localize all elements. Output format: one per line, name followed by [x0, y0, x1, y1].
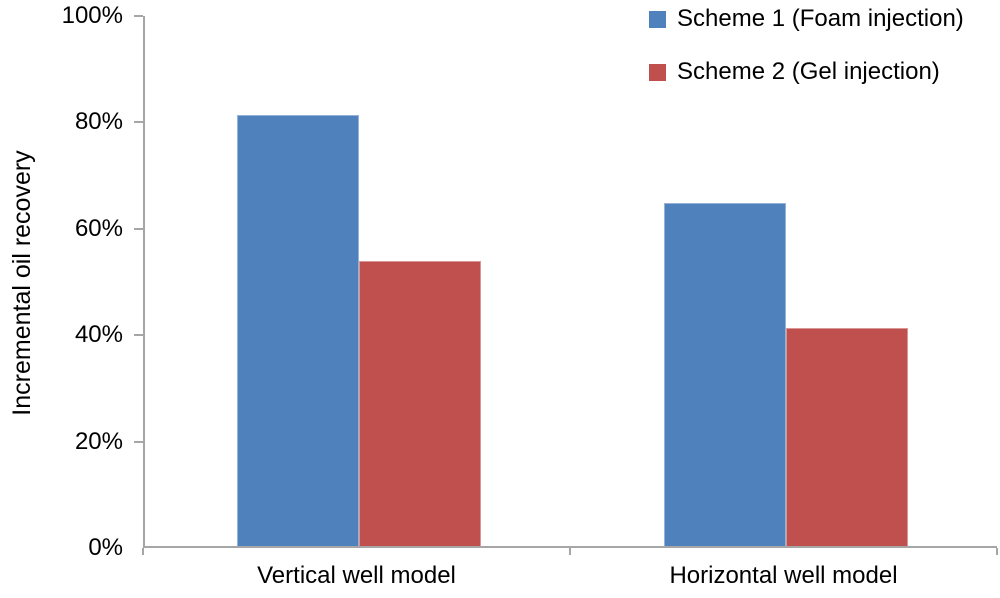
y-tick-label: 100%	[61, 2, 123, 29]
y-axis-title: Incremental oil recovery	[8, 150, 36, 416]
y-tick-mark	[134, 227, 143, 230]
bar-scheme2	[358, 261, 481, 546]
plot-area	[143, 16, 997, 548]
legend: Scheme 1 (Foam injection) Scheme 2 (Gel i…	[649, 4, 964, 110]
bar-scheme1	[663, 202, 786, 546]
y-tick-mark	[134, 440, 143, 443]
y-tick-label: 20%	[74, 427, 123, 455]
bar-scheme2	[785, 327, 908, 546]
legend-label: Scheme 1 (Foam injection)	[677, 5, 964, 32]
y-tick-mark	[134, 15, 143, 17]
y-tick-label: 40%	[74, 321, 123, 349]
y-tick-label: 0%	[88, 534, 123, 561]
x-tick-mark	[142, 548, 144, 555]
legend-swatch-icon	[649, 10, 666, 28]
legend-item-scheme1: Scheme 1 (Foam injection)	[649, 4, 964, 34]
x-category-label: Horizontal well model	[669, 562, 898, 589]
y-tick-label: 60%	[74, 214, 123, 242]
x-category-label: Vertical well model	[257, 562, 456, 589]
x-tick-mark	[569, 548, 571, 555]
legend-label: Scheme 2 (Gel injection)	[677, 58, 940, 85]
y-tick-label: 80%	[74, 108, 123, 136]
legend-swatch-icon	[649, 63, 666, 81]
x-tick-mark	[996, 548, 998, 555]
legend-item-scheme2: Scheme 2 (Gel injection)	[649, 57, 964, 87]
bar-scheme1	[236, 115, 359, 546]
y-tick-mark	[134, 334, 143, 337]
y-tick-mark	[134, 121, 143, 124]
